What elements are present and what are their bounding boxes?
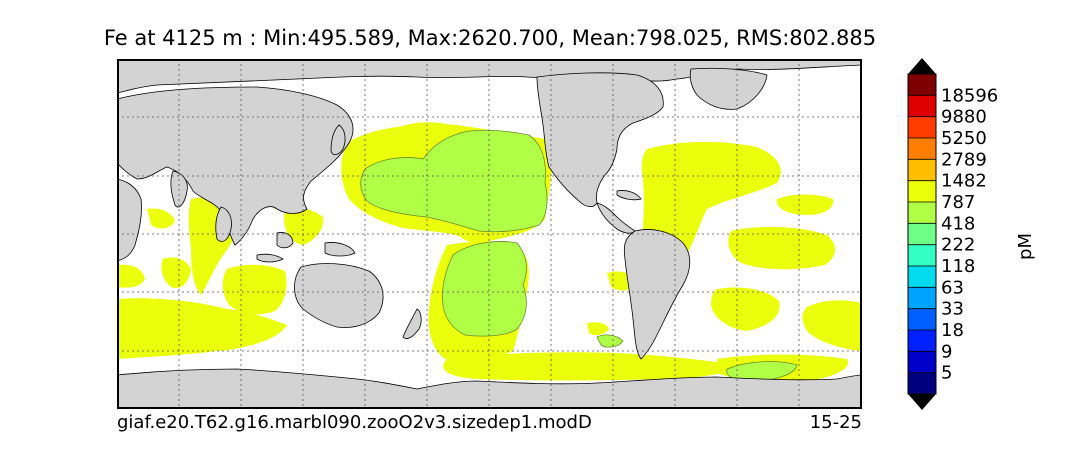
colorbar-band [908, 223, 936, 246]
world-map [117, 59, 862, 409]
colorbar-tick-label: 418 [941, 213, 975, 234]
colorbar-tick-label: 5 [941, 363, 952, 384]
colorbar-band [908, 287, 936, 310]
land-se-asia [215, 206, 232, 242]
land-borneo [276, 232, 294, 249]
land-africa-east [117, 178, 142, 262]
colorbar-band [908, 95, 936, 118]
colorbar-band [908, 138, 936, 160]
colorbar-band [908, 330, 936, 352]
land-south-america [623, 229, 691, 360]
colorbar-band [908, 266, 936, 288]
land-new-guinea [324, 242, 356, 257]
green-concentration-field [360, 129, 798, 382]
colorbar-extend-max [908, 58, 936, 74]
colorbar-tick-label: 222 [941, 235, 975, 256]
colorbar-tick-label: 2789 [941, 149, 987, 170]
colorbar-band [908, 180, 936, 203]
colorbar-tick-label: 63 [941, 277, 964, 298]
colorbar-tick-label: 1482 [941, 171, 987, 192]
colorbar-band [908, 351, 936, 374]
land-japan [330, 124, 346, 155]
colorbar-band [908, 244, 936, 267]
colorbar-tick-label: 18596 [941, 85, 998, 106]
case-name-label: giaf.e20.T62.g16.marbl090.zooO2v3.sizede… [117, 412, 592, 433]
colorbar-band [908, 202, 936, 224]
colorbar-tick-label: 787 [941, 192, 975, 213]
colorbar-band [908, 308, 936, 331]
colorbar-tick-label: 9 [941, 341, 952, 362]
colorbar-tick-label: 9880 [941, 107, 987, 128]
land-eurasia-west [117, 86, 354, 246]
colorbar-unit-label: pM [1014, 233, 1036, 260]
colorbar-tick-label: 33 [941, 299, 964, 320]
years-label: 15-25 [809, 412, 862, 433]
colorbar-band [908, 74, 936, 96]
land-greenland [689, 67, 768, 110]
colorbar-band [908, 372, 936, 395]
gridlines [117, 59, 862, 409]
colorbar-tick-label: 18 [941, 320, 964, 341]
colorbar: 5918336311822241878714822789525098801859… [907, 58, 998, 410]
map-frame [117, 59, 862, 409]
land-new-zealand [402, 308, 422, 339]
colorbar-band [908, 159, 936, 182]
colorbar-outline [907, 73, 937, 395]
colorbar-extend-min [908, 394, 936, 410]
map-panel [117, 59, 862, 409]
land-australia [294, 263, 384, 328]
land-north-america [536, 72, 664, 207]
plot-title: Fe at 4125 m : Min:495.589, Max:2620.700… [103, 26, 877, 50]
colorbar-tick-label: 5250 [941, 128, 987, 149]
colorbar-tick-label: 118 [941, 256, 975, 277]
colorbar-band [908, 116, 936, 139]
